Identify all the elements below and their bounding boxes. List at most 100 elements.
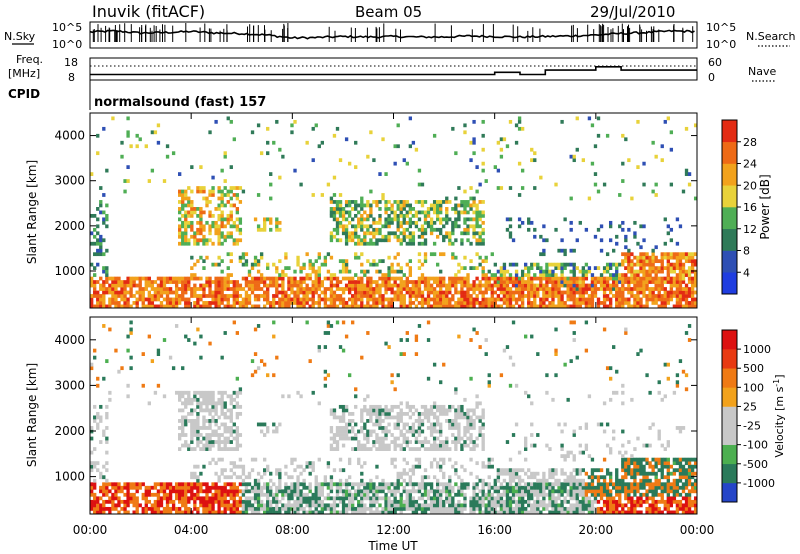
velocity-cell	[232, 510, 236, 515]
power-cell	[505, 144, 510, 149]
power-cell	[96, 241, 100, 246]
velocity-cell	[178, 447, 182, 451]
power-cell	[584, 262, 589, 267]
power-cell	[666, 269, 670, 274]
velocity-cell	[375, 475, 379, 480]
velocity-cell	[205, 419, 209, 423]
velocity-cell	[414, 334, 419, 339]
power-cell	[259, 280, 264, 284]
power-cell	[378, 287, 382, 291]
power-cell	[241, 297, 246, 302]
velocity-cell	[296, 482, 300, 487]
power-cell	[329, 273, 334, 277]
velocity-cell	[205, 397, 209, 402]
power-cell	[93, 234, 97, 239]
power-cell	[199, 217, 203, 222]
velocity-cell	[375, 415, 379, 420]
velocity-cell	[99, 419, 103, 423]
velocity-cell	[502, 485, 507, 490]
power-cell	[338, 210, 343, 215]
velocity-cell	[99, 440, 103, 444]
velocity-cell	[484, 464, 488, 469]
velocity-cell	[253, 478, 258, 483]
velocity-cell	[326, 464, 331, 469]
velocity-cell	[499, 506, 504, 511]
power-cell	[660, 262, 664, 267]
power-cell	[275, 224, 279, 229]
power-cell	[593, 172, 598, 176]
velocity-cell	[138, 482, 142, 487]
power-cell	[93, 241, 97, 246]
velocity-cell	[174, 482, 179, 487]
power-cell	[514, 123, 519, 128]
velocity-cell	[159, 489, 164, 494]
velocity-cell	[357, 485, 361, 490]
power-cell	[299, 297, 303, 302]
velocity-cell	[411, 404, 416, 409]
power-cell	[524, 262, 528, 267]
power-cell	[171, 151, 176, 156]
power-cell	[451, 231, 455, 236]
velocity-cell	[405, 404, 409, 409]
power-cell	[533, 304, 537, 309]
velocity-cell	[524, 482, 528, 487]
velocity-cell	[463, 492, 467, 497]
velocity-cell	[445, 447, 449, 451]
power-cell	[460, 280, 464, 284]
power-cell	[399, 203, 403, 208]
power-cell	[190, 287, 194, 291]
velocity-cell	[387, 443, 391, 448]
power-cell	[551, 301, 555, 305]
power-cell	[408, 287, 413, 291]
power-cell	[96, 151, 100, 156]
power-cell	[117, 304, 121, 309]
power-cell	[135, 283, 139, 288]
power-cell	[165, 154, 170, 159]
velocity-cell	[174, 510, 179, 515]
power-cell	[435, 227, 440, 232]
velocity-cell	[293, 510, 297, 515]
velocity-cell	[141, 510, 145, 515]
velocity-cell	[323, 506, 328, 511]
power-cell	[363, 294, 367, 298]
velocity-cell	[423, 468, 428, 473]
velocity-cell	[184, 390, 188, 395]
velocity-cell	[165, 510, 170, 515]
power-cell	[463, 283, 467, 288]
power-cell	[150, 297, 155, 302]
power-cell	[499, 287, 504, 291]
power-cell	[220, 217, 224, 222]
power-cell	[657, 290, 661, 295]
power-cell	[542, 297, 546, 302]
velocity-cell	[396, 503, 400, 508]
power-cell	[99, 238, 103, 243]
power-cell	[305, 290, 309, 295]
velocity-cell	[181, 499, 185, 504]
velocity-cell	[293, 468, 297, 473]
power-cell	[681, 297, 686, 302]
velocity-cell	[426, 408, 431, 413]
velocity-cell	[396, 415, 400, 420]
velocity-cell	[168, 355, 173, 360]
velocity-cell	[387, 411, 391, 416]
power-cell	[211, 186, 215, 190]
velocity-cell	[156, 492, 161, 497]
power-cell	[99, 304, 103, 309]
velocity-cell	[384, 408, 388, 413]
power-cell	[226, 231, 230, 236]
power-cell	[627, 301, 631, 305]
velocity-cell	[341, 348, 346, 353]
power-cell	[360, 238, 364, 243]
power-cell	[642, 238, 646, 243]
power-cell	[463, 227, 467, 232]
power-cell	[669, 283, 674, 288]
power-cell	[660, 144, 664, 149]
power-cell	[235, 196, 240, 201]
power-cell	[481, 290, 485, 295]
power-cell	[633, 220, 637, 225]
power-cell	[475, 217, 479, 222]
power-cell	[384, 200, 388, 204]
power-cell	[314, 301, 318, 305]
velocity-cell	[105, 411, 109, 416]
power-cell	[187, 283, 191, 288]
